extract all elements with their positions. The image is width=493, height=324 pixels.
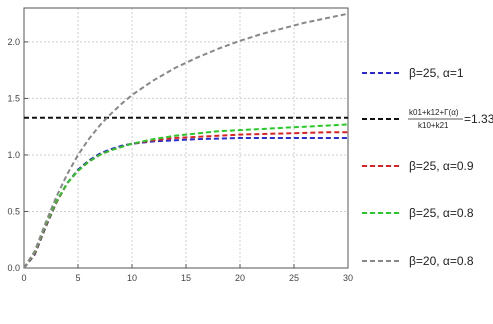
legend: β=25, α=1 k01+k12+Γ(α) k10+k21 =1.33 β=25, α… [362, 66, 493, 268]
legend-item-1: β=25, α=1 [362, 66, 464, 80]
legend-item-3: β=25, α=0.9 [362, 159, 474, 173]
x-tick-label: 0 [21, 273, 26, 283]
y-tick-label: 1.0 [7, 150, 20, 160]
legend-item-2: k01+k12+Γ(α) k10+k21 =1.33 [362, 108, 493, 130]
x-axis-ticks: 0 5 10 15 20 25 30 [21, 264, 353, 283]
legend-label: β=25, α=0.8 [409, 206, 474, 220]
y-tick-label: 1.5 [7, 93, 20, 103]
y-tick-label: 0.5 [7, 206, 20, 216]
y-tick-label: 2.0 [7, 37, 20, 47]
legend-fraction-value: =1.33 [464, 112, 493, 126]
legend-label: β=25, α=1 [409, 66, 464, 80]
legend-item-4: β=25, α=0.8 [362, 206, 474, 220]
y-axis-ticks: 0.0 0.5 1.0 1.5 2.0 [7, 37, 28, 273]
legend-fraction-numerator: k01+k12+Γ(α) [409, 108, 459, 117]
x-tick-label: 25 [289, 273, 299, 283]
series-line-4 [23, 123, 349, 269]
legend-label: β=25, α=0.9 [409, 159, 474, 173]
legend-fraction-denominator: k10+k21 [418, 121, 449, 130]
x-tick-label: 15 [181, 273, 191, 283]
x-tick-label: 10 [127, 273, 137, 283]
series-lines [23, 12, 349, 269]
x-tick-label: 30 [343, 273, 353, 283]
y-tick-label: 0.0 [7, 263, 20, 273]
legend-label: β=20, α=0.8 [409, 254, 474, 268]
x-tick-label: 20 [235, 273, 245, 283]
legend-item-5: β=20, α=0.8 [362, 254, 474, 268]
x-tick-label: 5 [75, 273, 80, 283]
